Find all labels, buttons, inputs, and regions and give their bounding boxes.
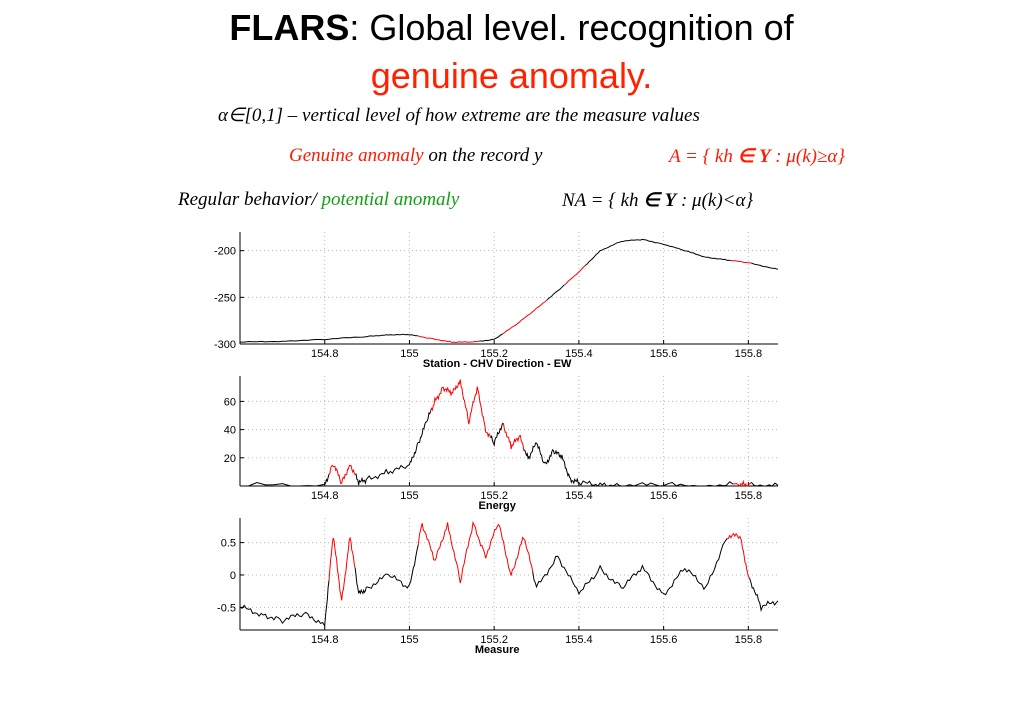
title-rest: : Global level. recognition of	[349, 7, 794, 48]
genuine-formula: A = { kh ∈ Y : μ(k)≥α}	[669, 145, 845, 168]
series-line-0-0-seg-3	[502, 299, 548, 335]
y-tick-label-1-1: 40	[224, 425, 236, 437]
x-tick-label-0-4: 155.6	[650, 348, 678, 360]
x-tick-label-2-5: 155.8	[735, 634, 763, 646]
x-tick-label-1-2: 155.2	[480, 490, 508, 502]
y-tick-label-2-1: 0	[230, 570, 236, 582]
na-formula-in: ∈	[643, 190, 660, 211]
y-tick-label-0-2: -200	[214, 246, 236, 258]
series-line-0-0-seg-0	[240, 333, 418, 343]
series-line-0-0-seg-5	[563, 265, 586, 286]
title-bold: FLARS	[229, 7, 350, 48]
y-tick-label-0-1: -250	[214, 292, 236, 304]
series-line-2-0-seg-5	[727, 532, 751, 579]
x-axis-label-1: Energy	[479, 500, 517, 512]
series-line-2-0-seg-2	[354, 544, 419, 595]
x-tick-label-0-0: 154.8	[311, 348, 339, 360]
na-formula-b: : μ(k)<α}	[680, 190, 754, 211]
x-tick-label-0-3: 155.4	[565, 348, 593, 360]
series-line-1-0-seg-3	[430, 379, 492, 439]
y-tick-label-2-0: -0.5	[217, 602, 236, 614]
x-tick-label-1-0: 154.8	[311, 490, 339, 502]
series-line-1-0-seg-0	[240, 473, 330, 487]
alpha-definition: α∈[0,1] – vertical level of how extreme …	[218, 105, 700, 126]
x-tick-label-2-0: 154.8	[311, 634, 339, 646]
x-tick-label-1-5: 155.8	[735, 490, 763, 502]
series-line-2-0-seg-1	[328, 536, 356, 601]
genuine-formula-y: Y	[758, 146, 771, 167]
y-tick-label-1-0: 20	[224, 453, 236, 465]
series-line-0-0-seg-7	[731, 260, 752, 264]
potential-label: potential anomaly	[321, 189, 460, 210]
genuine-line: Genuine anomaly on the record y	[289, 145, 542, 167]
series-line-1-0-seg-2	[354, 410, 432, 486]
y-tick-label-1-2: 60	[224, 396, 236, 408]
series-line-0-0-seg-2	[479, 333, 503, 342]
series-line-0-0-seg-4	[546, 284, 565, 301]
x-tick-label-1-1: 155	[400, 490, 418, 502]
series-line-0-0-seg-1	[417, 335, 480, 344]
regular-line: Regular behavior/ potential anomaly	[178, 189, 459, 211]
genuine-formula-b: : μ(k)≥α}	[775, 146, 845, 167]
x-tick-label-1-3: 155.4	[565, 490, 593, 502]
genuine-mid: on the record y	[428, 145, 543, 166]
x-tick-label-2-1: 155	[400, 634, 418, 646]
slide-title: FLARS: Global level. recognition of	[0, 8, 1023, 48]
series-line-1-0-seg-5	[502, 422, 525, 452]
series-line-1-0-seg-4	[490, 423, 504, 448]
series-line-2-0-seg-6	[749, 578, 779, 613]
y-tick-label-2-2: 0.5	[221, 538, 236, 550]
series-line-1-0-seg-8	[750, 482, 779, 487]
na-formula-a: NA = { kh	[562, 190, 639, 211]
x-tick-label-0-5: 155.8	[735, 348, 763, 360]
na-formula-y: Y	[664, 190, 677, 211]
genuine-formula-in: ∈	[737, 146, 755, 167]
x-tick-label-2-2: 155.2	[480, 634, 508, 646]
series-line-1-0-seg-1	[328, 464, 356, 484]
y-tick-label-0-0: -300	[214, 339, 236, 351]
series-line-0-0-seg-6	[584, 238, 732, 266]
x-tick-label-0-1: 155	[400, 348, 418, 360]
x-tick-label-2-3: 155.4	[565, 634, 593, 646]
x-tick-label-1-4: 155.6	[650, 490, 678, 502]
x-tick-label-0-2: 155.2	[480, 348, 508, 360]
na-formula: NA = { kh ∈ Y : μ(k)<α}	[562, 189, 753, 212]
regular-label: Regular behavior/	[178, 189, 317, 210]
x-tick-label-2-4: 155.6	[650, 634, 678, 646]
genuine-label: Genuine anomaly	[289, 145, 424, 166]
genuine-formula-a: A = { kh	[669, 146, 733, 167]
x-axis-label-2: Measure	[475, 644, 520, 656]
x-axis-label-0: Station - CHV Direction - EW	[423, 358, 572, 370]
series-line-2-0-seg-4	[532, 538, 728, 596]
series-line-1-0-seg-6	[524, 442, 734, 487]
slide-title-line2: genuine anomaly.	[370, 55, 653, 96]
series-line-0-0-seg-8	[751, 262, 779, 270]
series-line-2-0-seg-0	[239, 580, 330, 628]
series-line-1-0-seg-7	[733, 479, 752, 487]
series-line-2-0-seg-3	[417, 520, 534, 584]
